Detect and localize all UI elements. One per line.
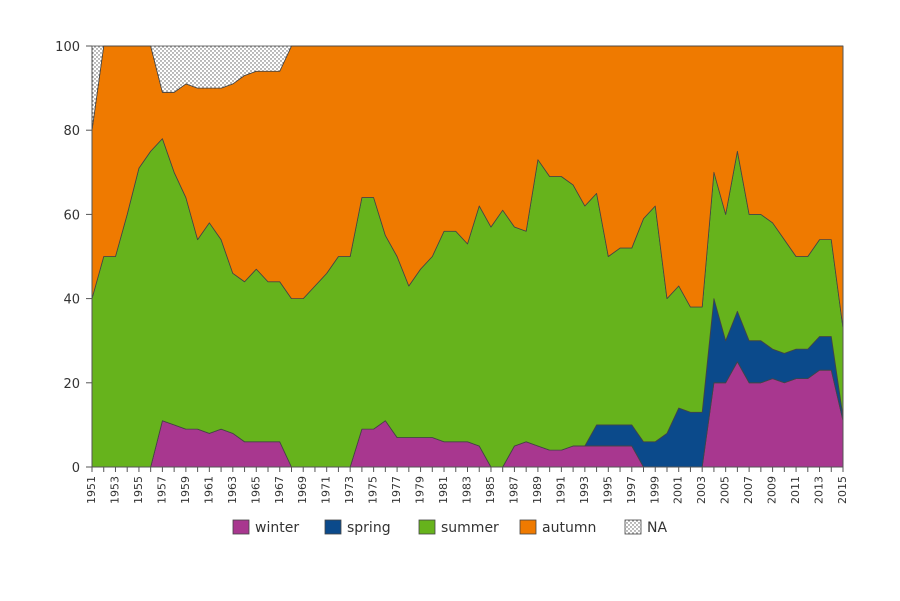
x-tick-label: 1967 [273, 476, 286, 504]
x-tick-label: 1965 [249, 476, 262, 504]
x-tick-label: 1995 [601, 476, 614, 504]
x-tick-label: 1951 [85, 476, 98, 504]
x-tick-label: 1959 [179, 476, 192, 504]
y-tick-label: 40 [63, 293, 80, 308]
legend-swatch-spring [324, 519, 342, 535]
x-tick-label: 1987 [507, 476, 520, 504]
x-tick-label: 2015 [836, 476, 849, 504]
x-tick-label: 1971 [320, 476, 333, 504]
legend-swatch-autumn [519, 519, 537, 535]
y-tick-label: 60 [63, 208, 80, 223]
x-tick-label: 2009 [766, 476, 779, 504]
x-tick-label: 1961 [202, 476, 215, 504]
legend-swatch-na [624, 519, 642, 535]
x-tick-label: 2013 [813, 476, 826, 504]
y-axis-ticks: 0 20 40 60 80 100 [55, 40, 92, 476]
x-tick-label: 1979 [414, 476, 427, 504]
x-tick-label: 1973 [343, 476, 356, 504]
legend-label-winter: winter [255, 520, 299, 536]
y-tick-label: 0 [72, 461, 80, 476]
area-na [91, 45, 844, 131]
x-tick-label: 1993 [578, 476, 591, 504]
legend-swatch-winter [232, 519, 250, 535]
legend-label-na: NA [647, 520, 667, 536]
legend-swatch-summer [418, 519, 436, 535]
x-tick-label: 1997 [625, 476, 638, 504]
x-tick-label: 1963 [226, 476, 239, 504]
x-tick-label: 2003 [695, 476, 708, 504]
x-tick-label: 2011 [789, 476, 802, 504]
y-tick-label: 80 [63, 124, 80, 139]
legend-label-summer: summer [441, 520, 499, 536]
x-tick-label: 1981 [437, 476, 450, 504]
x-tick-label: 1985 [484, 476, 497, 504]
x-tick-label: 1977 [390, 476, 403, 504]
x-axis-ticks: 1951 1953 1955 1957 1959 1961 1963 1965 1967 1969… [85, 467, 849, 504]
x-tick-label: 2001 [672, 476, 685, 504]
series-areas [91, 45, 844, 468]
legend-label-spring: spring [347, 520, 391, 536]
x-tick-label: 2007 [742, 476, 755, 504]
x-tick-label: 2005 [719, 476, 732, 504]
x-tick-label: 1957 [155, 476, 168, 504]
x-tick-label: 1953 [108, 476, 121, 504]
x-tick-label: 1991 [554, 476, 567, 504]
x-tick-label: 1989 [531, 476, 544, 504]
x-tick-label: 1999 [648, 476, 661, 504]
x-tick-label: 1969 [296, 476, 309, 504]
x-tick-label: 1955 [132, 476, 145, 504]
x-tick-label: 1983 [461, 476, 474, 504]
legend: winter spring summer autumn NA [232, 519, 667, 536]
y-tick-label: 100 [55, 40, 80, 55]
y-tick-label: 20 [63, 377, 80, 392]
legend-label-autumn: autumn [542, 520, 596, 536]
x-tick-label: 1975 [367, 476, 380, 504]
